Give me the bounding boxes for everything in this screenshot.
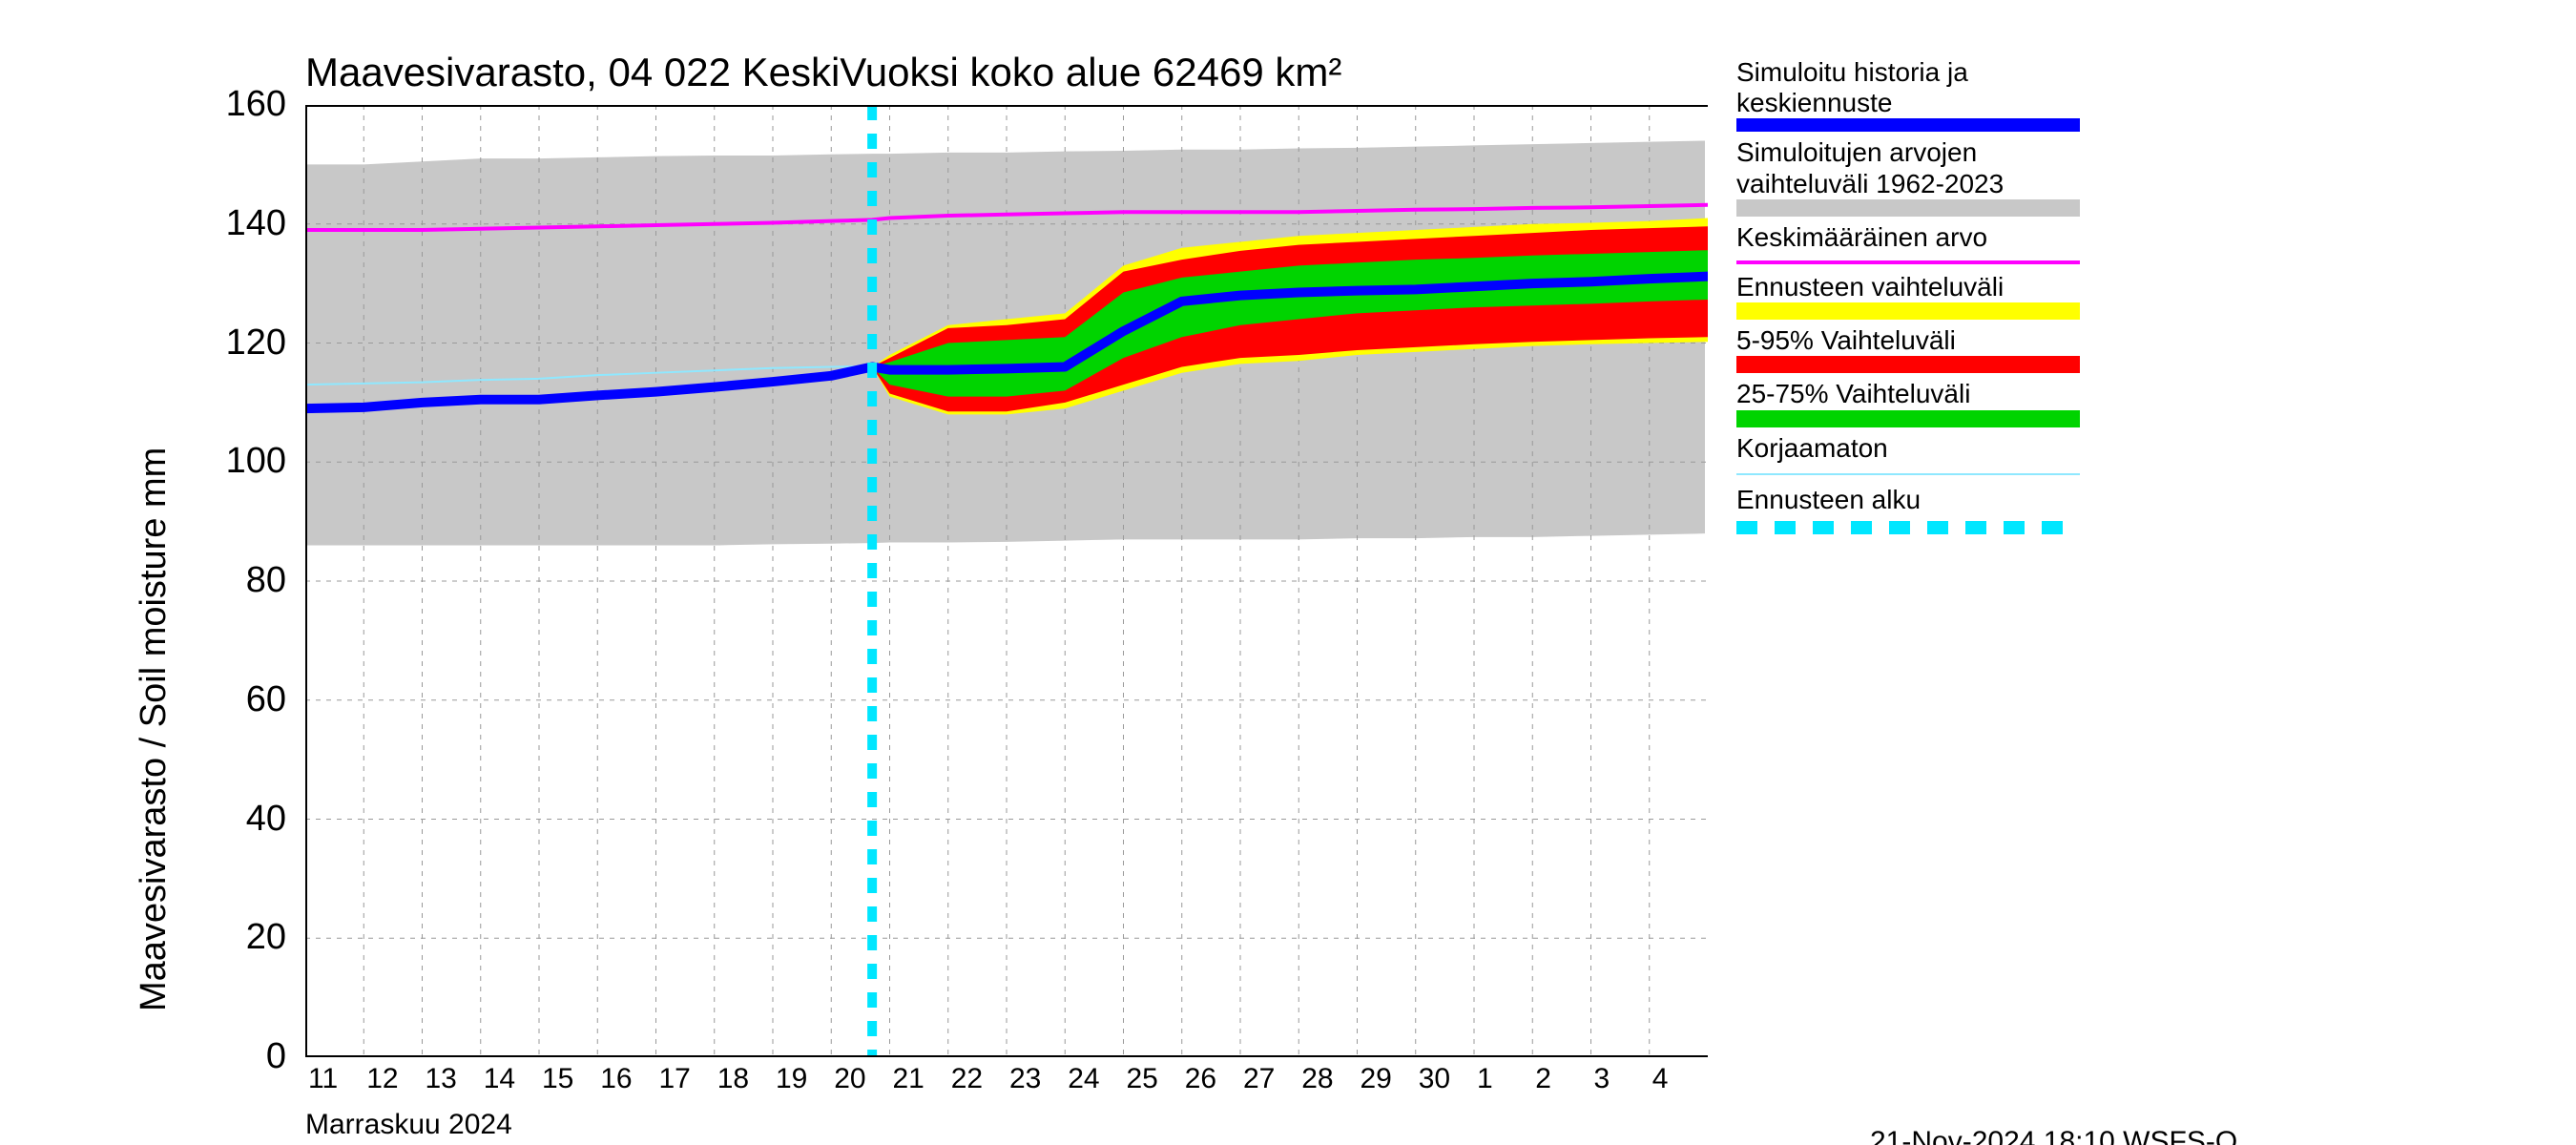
y-tick-label: 120 [191, 323, 286, 364]
x-tick-label: 18 [717, 1063, 749, 1095]
x-tick-label: 28 [1301, 1063, 1333, 1095]
plot-area [305, 105, 1708, 1057]
legend-label: Keskimääräinen arvo [1736, 222, 2080, 253]
x-tick-label: 23 [1009, 1063, 1041, 1095]
legend: Simuloitu historia ja keskiennuste Simulo… [1736, 57, 2080, 540]
legend-entry: Ennusteen alku [1736, 485, 2080, 534]
x-tick-label: 19 [776, 1063, 807, 1095]
y-tick-label: 140 [191, 203, 286, 244]
plot-svg [305, 105, 1708, 1057]
x-tick-label: 11 [308, 1063, 338, 1095]
legend-entry: Ennusteen vaihteluväli [1736, 272, 2080, 320]
legend-swatch [1736, 302, 2080, 320]
y-tick-label: 40 [191, 799, 286, 840]
x-tick-label: 13 [426, 1063, 457, 1095]
legend-label: 25-75% Vaihteluväli [1736, 379, 2080, 409]
x-tick-label: 20 [834, 1063, 865, 1095]
month-label-fi: Marraskuu 2024 [305, 1109, 512, 1141]
legend-entry: Korjaamaton [1736, 433, 2080, 475]
x-tick-label: 24 [1068, 1063, 1099, 1095]
chart-title: Maavesivarasto, 04 022 KeskiVuoksi koko … [305, 50, 1341, 95]
y-tick-label: 60 [191, 679, 286, 720]
legend-swatch [1736, 410, 2080, 427]
y-tick-label: 160 [191, 84, 286, 125]
y-axis-label: Maavesivarasto / Soil moisture mm [134, 448, 175, 1011]
x-tick-label: 21 [893, 1063, 924, 1095]
x-tick-label: 1 [1477, 1063, 1493, 1095]
y-tick-label: 100 [191, 441, 286, 482]
legend-entry: Keskimääräinen arvo [1736, 222, 2080, 264]
legend-entry: Simuloitu historia ja keskiennuste [1736, 57, 2080, 132]
footer-timestamp: 21-Nov-2024 18:10 WSFS-O [1870, 1126, 2237, 1145]
legend-label: 5-95% Vaihteluväli [1736, 325, 2080, 356]
x-tick-label: 26 [1185, 1063, 1216, 1095]
legend-swatch [1736, 118, 2080, 132]
legend-entry: 25-75% Vaihteluväli [1736, 379, 2080, 427]
legend-entry: Simuloitujen arvojen vaihteluväli 1962-2… [1736, 137, 2080, 216]
x-tick-label: 30 [1419, 1063, 1450, 1095]
y-tick-label: 0 [191, 1036, 286, 1077]
x-tick-label: 15 [542, 1063, 573, 1095]
legend-swatch [1736, 199, 2080, 217]
legend-entry: 5-95% Vaihteluväli [1736, 325, 2080, 373]
x-tick-label: 25 [1127, 1063, 1158, 1095]
x-tick-label: 17 [659, 1063, 691, 1095]
legend-label: Korjaamaton [1736, 433, 2080, 464]
x-tick-label: 12 [366, 1063, 398, 1095]
legend-swatch [1736, 521, 2080, 534]
y-tick-label: 80 [191, 560, 286, 601]
legend-swatch [1736, 473, 2080, 475]
x-tick-label: 29 [1361, 1063, 1392, 1095]
x-tick-label: 4 [1652, 1063, 1669, 1095]
legend-label: Simuloitu historia ja keskiennuste [1736, 57, 2080, 118]
x-tick-label: 2 [1535, 1063, 1551, 1095]
x-tick-label: 22 [951, 1063, 983, 1095]
legend-label: Simuloitujen arvojen vaihteluväli 1962-2… [1736, 137, 2080, 198]
x-tick-label: 14 [484, 1063, 515, 1095]
x-tick-label: 27 [1243, 1063, 1275, 1095]
month-label-en: November [305, 1141, 437, 1145]
legend-label: Ennusteen vaihteluväli [1736, 272, 2080, 302]
legend-swatch [1736, 356, 2080, 373]
legend-swatch [1736, 260, 2080, 264]
legend-label: Ennusteen alku [1736, 485, 2080, 515]
y-tick-label: 20 [191, 917, 286, 958]
x-tick-label: 3 [1594, 1063, 1610, 1095]
chart-root: Maavesivarasto, 04 022 KeskiVuoksi koko … [0, 0, 2576, 1145]
x-tick-label: 16 [600, 1063, 632, 1095]
